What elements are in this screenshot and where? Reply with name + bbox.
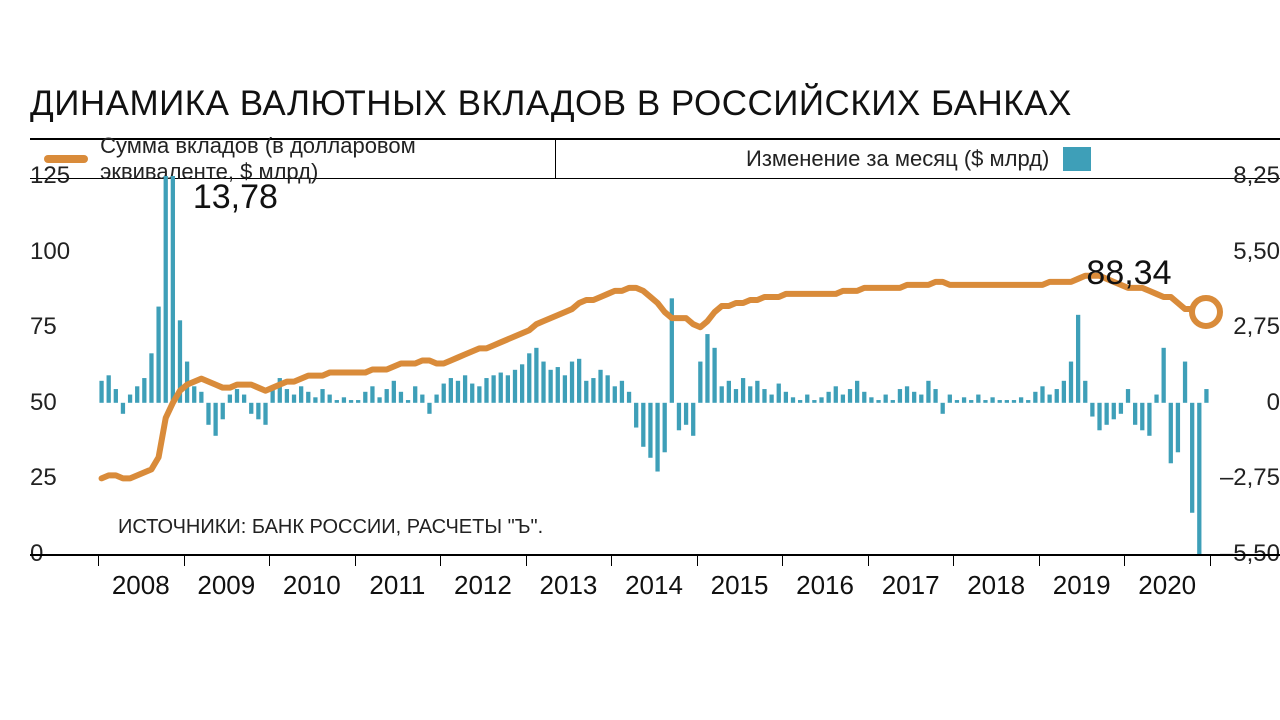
legend-bar: Изменение за месяц ($ млрд) [556, 140, 1280, 178]
line-end-marker [1189, 295, 1223, 329]
plot-area: 0255075100125 8,255,502,750–2,75–5,50 13… [30, 176, 1280, 554]
x-year-label: 2012 [454, 570, 512, 601]
x-ticks [98, 556, 1210, 566]
x-year-label: 2014 [625, 570, 683, 601]
legend-bar-label: Изменение за месяц ($ млрд) [746, 146, 1049, 172]
x-year-label: 2015 [711, 570, 769, 601]
chart-svg [30, 176, 1280, 554]
x-labels: 2008 2009 2010 2011 2012 2013 2014 2015 2016 2017… [98, 570, 1210, 610]
x-year-label: 2016 [796, 570, 854, 601]
x-year-label: 2010 [283, 570, 341, 601]
legend: Сумма вкладов (в долларовом эквиваленте,… [30, 138, 1280, 179]
x-year-label: 2013 [540, 570, 598, 601]
x-year-label: 2018 [967, 570, 1025, 601]
x-year-label: 2019 [1053, 570, 1111, 601]
chart-container: { "title": "ДИНАМИКА ВАЛЮТНЫХ ВКЛАДОВ В … [0, 0, 1280, 720]
x-year-label: 2009 [197, 570, 255, 601]
legend-bar-swatch [1063, 147, 1091, 171]
x-year-label: 2020 [1138, 570, 1196, 601]
x-year-label: 2017 [882, 570, 940, 601]
legend-line: Сумма вкладов (в долларовом эквиваленте,… [30, 140, 556, 178]
x-axis: 2008 2009 2010 2011 2012 2013 2014 2015 2016 2017… [30, 554, 1280, 616]
x-year-label: 2008 [112, 570, 170, 601]
chart-title: ДИНАМИКА ВАЛЮТНЫХ ВКЛАДОВ В РОССИЙСКИХ Б… [30, 84, 1072, 124]
annotation-peak: 13,78 [193, 178, 278, 217]
x-year-label: 2011 [369, 570, 425, 601]
source-text: ИСТОЧНИКИ: БАНК РОССИИ, РАСЧЕТЫ "Ъ". [118, 516, 543, 539]
annotation-last: 88,34 [1086, 254, 1171, 293]
